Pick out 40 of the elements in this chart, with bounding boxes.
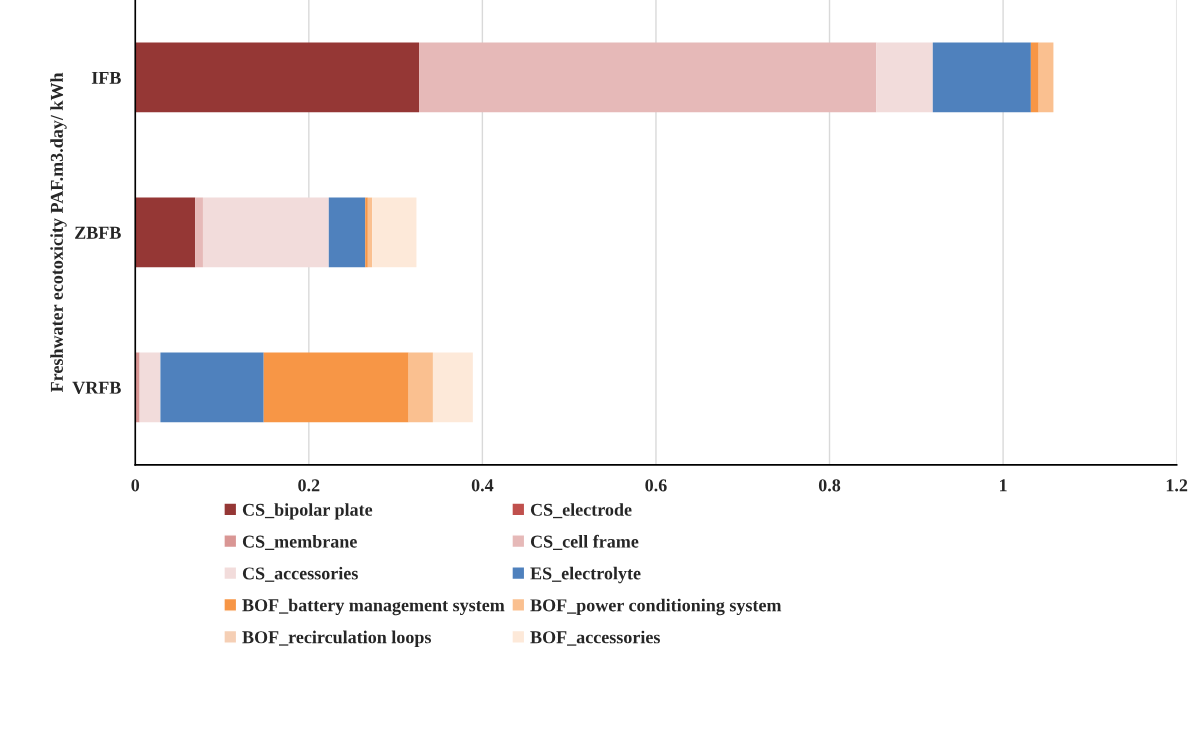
bar	[419, 42, 877, 113]
bar	[328, 197, 366, 268]
bar	[372, 197, 417, 268]
bar	[1030, 42, 1039, 113]
bar	[365, 197, 368, 268]
bar	[139, 352, 161, 423]
bar	[1038, 42, 1054, 113]
bar	[135, 352, 140, 423]
legend-label: CS_membrane	[242, 534, 357, 551]
legend-label: BOF_recirculation loops	[242, 630, 432, 647]
bar	[932, 42, 1031, 113]
x-tick-label: 0.4	[471, 479, 494, 492]
legend-label: BOF_battery management system	[242, 598, 505, 616]
legend-label: BOF_accessories	[530, 630, 660, 646]
bar	[160, 352, 264, 423]
y-tick-label: VRFB	[72, 381, 121, 394]
x-tick-label: 0.8	[818, 479, 841, 492]
legend-label: ES_electrolyte	[530, 566, 641, 584]
bar	[263, 352, 409, 423]
x-tick-label: 1	[1000, 479, 1007, 492]
y-axis-title: Freshwater ecotoxicity PAF.m3.day/ kWh	[50, 72, 67, 393]
x-tick-label: 0	[131, 479, 140, 492]
legend-label: CS_bipolar plate	[242, 503, 373, 520]
bar	[432, 352, 473, 423]
y-tick-label: ZBFB	[75, 226, 121, 239]
bar	[876, 42, 933, 113]
y-tick-label: IFB	[91, 71, 121, 84]
legend-label: CS_electrode	[530, 503, 632, 519]
bar	[135, 42, 420, 113]
bar	[202, 197, 329, 268]
bar	[367, 197, 373, 268]
x-tick-label: 1.2	[1166, 479, 1188, 492]
legend-label: BOF_power conditioning system	[530, 598, 782, 616]
bar	[195, 197, 203, 268]
legend-label: CS_cell frame	[530, 534, 639, 551]
bar	[408, 352, 433, 423]
bar	[135, 197, 196, 268]
legend-label: CS_accessories	[242, 566, 358, 582]
x-tick-label: 0.6	[645, 479, 667, 492]
x-tick-label: 0.2	[298, 479, 320, 492]
